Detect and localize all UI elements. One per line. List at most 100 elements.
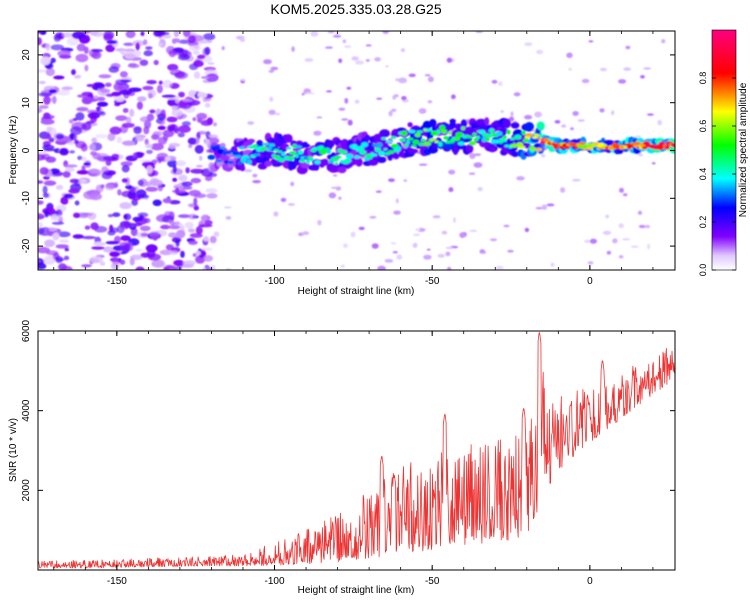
noise-blob (451, 94, 456, 100)
noise-blob (561, 124, 567, 128)
ridge-core (481, 136, 487, 143)
noise-blob (39, 167, 49, 175)
ridge-core (642, 146, 648, 150)
noise-blob (48, 227, 58, 232)
ridge-core (476, 135, 481, 139)
noise-blob (188, 143, 193, 149)
noise-blob (213, 122, 217, 127)
noise-blob (516, 176, 525, 181)
ridge-core (408, 129, 416, 134)
ridge-core (340, 150, 348, 155)
noise-blob (197, 117, 203, 123)
noise-blob (468, 172, 476, 175)
noise-blob (354, 99, 360, 104)
noise-blob (178, 174, 188, 182)
noise-blob (193, 197, 198, 206)
noise-blob (151, 134, 160, 140)
noise-blob (635, 135, 642, 138)
noise-blob (203, 236, 209, 242)
ridge-core (577, 144, 584, 149)
noise-blob (162, 198, 172, 204)
noise-blob (328, 192, 337, 199)
ridge-halo (476, 118, 487, 126)
noise-blob (310, 31, 319, 37)
noise-blob (145, 46, 153, 50)
noise-blob (188, 189, 201, 197)
noise-blob (638, 224, 646, 229)
noise-blob (190, 168, 205, 174)
noise-blob (446, 57, 453, 63)
noise-blob (40, 56, 51, 66)
noise-blob (263, 59, 272, 65)
ridge-core (207, 154, 216, 160)
noise-blob (42, 207, 56, 215)
noise-blob (71, 69, 76, 76)
noise-blob (175, 187, 180, 196)
colorbar-label: Normalized spectral amplitude (738, 82, 749, 217)
noise-blob (172, 38, 181, 43)
noise-blob (164, 156, 171, 161)
noise-blob (61, 32, 73, 38)
noise-blob (89, 256, 104, 264)
ridge-halo (300, 162, 310, 169)
noise-blob (107, 132, 116, 142)
noise-blob (185, 167, 190, 174)
noise-blob (384, 259, 394, 263)
ridge-halo (460, 119, 468, 128)
noise-blob (481, 251, 487, 254)
ridge-halo (270, 158, 278, 165)
noise-blob (208, 134, 219, 139)
noise-blob (570, 127, 574, 131)
noise-blob (45, 43, 51, 52)
noise-blob (200, 119, 213, 126)
ridge-core (671, 143, 675, 148)
noise-blob (152, 159, 159, 163)
noise-blob (331, 186, 339, 189)
noise-blob (187, 228, 196, 233)
noise-blob (43, 148, 56, 152)
ridge-core (289, 151, 297, 155)
colorbar-tick-label: 0.8 (698, 72, 708, 85)
noise-blob (115, 115, 128, 121)
ridge-core (334, 155, 342, 159)
noise-blob (59, 148, 69, 156)
noise-blob (507, 249, 514, 253)
ridge-halo (377, 156, 387, 163)
noise-blob (342, 39, 347, 44)
noise-blob (290, 181, 295, 187)
noise-blob (643, 67, 652, 70)
noise-blob (49, 168, 60, 174)
noise-blob (111, 262, 120, 270)
noise-blob (125, 31, 136, 39)
noise-blob (81, 235, 96, 240)
noise-blob (477, 187, 483, 192)
noise-blob (195, 164, 203, 168)
noise-blob (534, 111, 542, 118)
colorbar: 0.0 0.2 0.4 0.6 0.8 Normalized spectral ampl… (698, 29, 749, 276)
noise-blob (162, 215, 175, 223)
noise-blob (197, 130, 207, 135)
noise-blob (108, 66, 120, 73)
noise-blob (491, 79, 498, 84)
ridge-core (381, 137, 386, 140)
spectrogram-marks (38, 31, 675, 270)
noise-blob (38, 222, 43, 228)
noise-blob (57, 231, 71, 238)
ridge-core (434, 140, 439, 144)
colorbar-tick-label: 0.6 (698, 120, 708, 133)
noise-blob (51, 221, 65, 225)
noise-blob (204, 46, 211, 56)
noise-blob (76, 43, 86, 52)
x-tick-label: -150 (107, 576, 127, 587)
noise-blob (195, 226, 203, 235)
ridge-core (273, 148, 279, 152)
ridge-core (495, 139, 500, 144)
noise-blob (202, 267, 206, 270)
noise-blob (135, 266, 145, 270)
ridge-core (215, 159, 223, 163)
ridge-core (498, 138, 507, 143)
noise-blob (195, 250, 201, 256)
noise-blob (392, 250, 398, 254)
noise-blob (91, 246, 105, 250)
noise-blob (139, 59, 149, 66)
